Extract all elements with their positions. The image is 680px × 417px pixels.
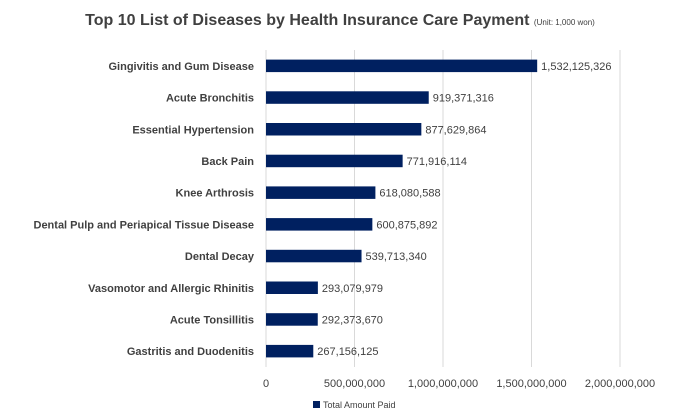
data-label: 919,371,316 [433, 93, 494, 105]
category-label: Dental Pulp and Periapical Tissue Diseas… [34, 219, 255, 231]
data-label: 600,875,892 [376, 219, 437, 231]
x-tick-label: 1,500,000,000 [496, 378, 566, 390]
data-label: 1,532,125,326 [541, 61, 611, 73]
chart-title-block: Top 10 List of Diseases by Health Insura… [0, 12, 680, 30]
bar [266, 313, 318, 326]
category-label: Gingivitis and Gum Disease [109, 61, 255, 73]
data-label: 618,080,588 [379, 188, 440, 200]
category-label: Acute Bronchitis [166, 93, 254, 105]
data-label: 771,916,114 [407, 156, 467, 168]
bar [266, 91, 429, 104]
bar [266, 59, 538, 73]
category-label: Vasomotor and Allergic Rhinitis [88, 283, 254, 295]
bar [266, 344, 314, 358]
chart-title: Top 10 List of Diseases by Health Insura… [85, 12, 530, 29]
data-label: 292,373,670 [322, 314, 383, 326]
category-label: Knee Arthrosis [176, 188, 254, 200]
x-tick-label: 1,000,000,000 [408, 378, 478, 390]
category-label: Back Pain [201, 156, 254, 168]
bar [266, 249, 362, 263]
bar [266, 186, 376, 199]
x-tick-label: 500,000,000 [324, 378, 385, 390]
category-label: Dental Decay [185, 251, 255, 263]
data-label: 877,629,864 [425, 124, 486, 136]
data-label: 539,713,340 [366, 251, 427, 263]
category-label: Acute Tonsillitis [170, 314, 254, 326]
bar [266, 281, 318, 294]
legend-swatch [313, 401, 320, 408]
bar [266, 123, 422, 136]
bar [266, 154, 403, 168]
data-label: 293,079,979 [322, 283, 383, 295]
data-label: 267,156,125 [317, 346, 378, 358]
category-label: Gastritis and Duodenitis [127, 346, 254, 358]
x-tick-label: 2,000,000,000 [585, 378, 655, 390]
chart-unit-note: (Unit: 1,000 won) [533, 18, 595, 27]
x-tick-label: 0 [263, 378, 269, 390]
category-label: Essential Hypertension [132, 124, 254, 136]
legend-label: Total Amount Paid [323, 400, 396, 410]
bar [266, 218, 373, 231]
